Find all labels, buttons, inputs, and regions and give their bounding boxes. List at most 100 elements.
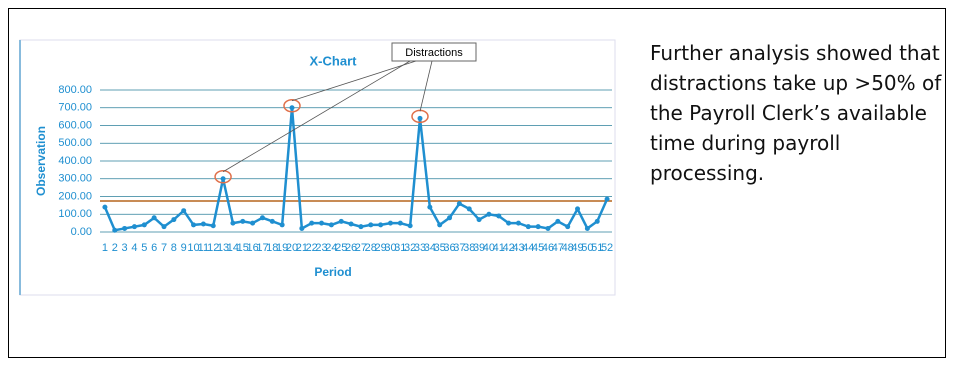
y-tick-label: 700.00 bbox=[58, 102, 92, 114]
data-point bbox=[181, 208, 187, 214]
x-tick-label: 44 bbox=[522, 242, 534, 254]
x-tick-label: 39 bbox=[473, 242, 485, 254]
x-tick-label: 8 bbox=[171, 242, 177, 254]
data-point bbox=[604, 196, 610, 202]
x-tick-label: 46 bbox=[542, 242, 554, 254]
x-tick-label: 14 bbox=[227, 242, 239, 254]
x-tick-label: 21 bbox=[296, 242, 308, 254]
data-point bbox=[476, 217, 482, 223]
data-point bbox=[594, 218, 600, 224]
data-point bbox=[269, 218, 275, 224]
data-point bbox=[230, 220, 236, 226]
chart-image bbox=[19, 39, 616, 296]
chart-title: X-Chart bbox=[310, 53, 358, 68]
data-point bbox=[506, 220, 512, 226]
data-point bbox=[112, 227, 118, 233]
x-tick-label: 16 bbox=[246, 242, 258, 254]
x-tick-label: 40 bbox=[483, 242, 495, 254]
y-axis-label: Observation bbox=[34, 126, 48, 196]
data-point bbox=[131, 224, 137, 230]
x-tick-label: 4 bbox=[131, 242, 137, 254]
data-point bbox=[535, 224, 541, 230]
data-point bbox=[259, 215, 265, 221]
x-tick-label: 24 bbox=[325, 242, 337, 254]
x-tick-label: 12 bbox=[207, 242, 219, 254]
x-tick-label: 51 bbox=[591, 242, 603, 254]
data-point bbox=[496, 213, 502, 219]
data-point bbox=[191, 222, 197, 228]
y-tick-label: 400.00 bbox=[58, 155, 92, 167]
x-tick-label: 52 bbox=[601, 242, 613, 254]
data-point bbox=[466, 206, 472, 212]
data-point bbox=[141, 222, 147, 228]
x-tick-label: 6 bbox=[151, 242, 157, 254]
data-point bbox=[358, 224, 364, 230]
x-tick-label: 36 bbox=[443, 242, 455, 254]
x-tick-label: 48 bbox=[562, 242, 574, 254]
x-tick-label: 2 bbox=[112, 242, 118, 254]
x-tick-label: 47 bbox=[552, 242, 564, 254]
annotation-box bbox=[391, 42, 477, 62]
x-tick-label: 15 bbox=[237, 242, 249, 254]
callout-line bbox=[222, 60, 411, 173]
y-tick-label: 800.00 bbox=[58, 84, 92, 96]
data-point bbox=[447, 215, 453, 221]
x-tick-label: 29 bbox=[374, 242, 386, 254]
data-point bbox=[210, 223, 216, 229]
x-tick-label: 32 bbox=[404, 242, 416, 254]
data-point bbox=[387, 220, 393, 226]
x-tick-label: 49 bbox=[571, 242, 583, 254]
x-tick-label: 22 bbox=[306, 242, 318, 254]
x-tick-label: 19 bbox=[276, 242, 288, 254]
data-point bbox=[378, 222, 384, 228]
x-tick-label: 9 bbox=[181, 242, 187, 254]
y-tick-label: 100.00 bbox=[58, 208, 92, 220]
x-tick-label: 13 bbox=[217, 242, 229, 254]
paragraph: Further analysis showed that distraction… bbox=[650, 41, 942, 185]
data-point bbox=[348, 221, 354, 227]
x-tick-label: 23 bbox=[315, 242, 327, 254]
x-tick-label: 5 bbox=[141, 242, 147, 254]
data-point bbox=[407, 223, 413, 229]
data-point bbox=[437, 222, 443, 228]
callout-line bbox=[419, 60, 433, 112]
x-tick-label: 3 bbox=[122, 242, 128, 254]
x-tick-label: 18 bbox=[266, 242, 278, 254]
x-tick-label: 41 bbox=[493, 242, 505, 254]
x-tick-label: 27 bbox=[355, 242, 367, 254]
x-tick-label: 1 bbox=[102, 242, 108, 254]
x-tick-label: 28 bbox=[365, 242, 377, 254]
data-point bbox=[545, 225, 551, 231]
x-tick-label: 45 bbox=[532, 242, 544, 254]
annotation: Distractions bbox=[405, 47, 463, 59]
data-point bbox=[240, 218, 246, 224]
data-point bbox=[515, 220, 521, 226]
frame bbox=[8, 8, 946, 358]
y-tick-label: 200.00 bbox=[58, 190, 92, 202]
x-tick-label: 37 bbox=[453, 242, 465, 254]
x-tick-label: 34 bbox=[424, 242, 436, 254]
data-point bbox=[555, 218, 561, 224]
x-tick-label: 43 bbox=[512, 242, 524, 254]
data-point bbox=[456, 201, 462, 207]
x-tick-label: 38 bbox=[463, 242, 475, 254]
x-tick-label: 31 bbox=[394, 242, 406, 254]
data-point bbox=[309, 220, 315, 226]
data-point bbox=[486, 211, 492, 217]
data-point bbox=[575, 206, 581, 212]
data-point bbox=[151, 215, 157, 221]
x-axis-label: Period bbox=[314, 265, 351, 279]
y-tick-label: 0.00 bbox=[71, 226, 92, 238]
x-tick-label: 30 bbox=[384, 242, 396, 254]
x-tick-label: 50 bbox=[581, 242, 593, 254]
callout-line bbox=[291, 60, 417, 102]
data-point bbox=[319, 220, 325, 226]
data-point bbox=[279, 222, 285, 228]
x-tick-label: 35 bbox=[434, 242, 446, 254]
data-point bbox=[328, 222, 334, 228]
x-tick-label: 25 bbox=[335, 242, 347, 254]
data-point bbox=[338, 218, 344, 224]
data-point bbox=[417, 115, 423, 121]
